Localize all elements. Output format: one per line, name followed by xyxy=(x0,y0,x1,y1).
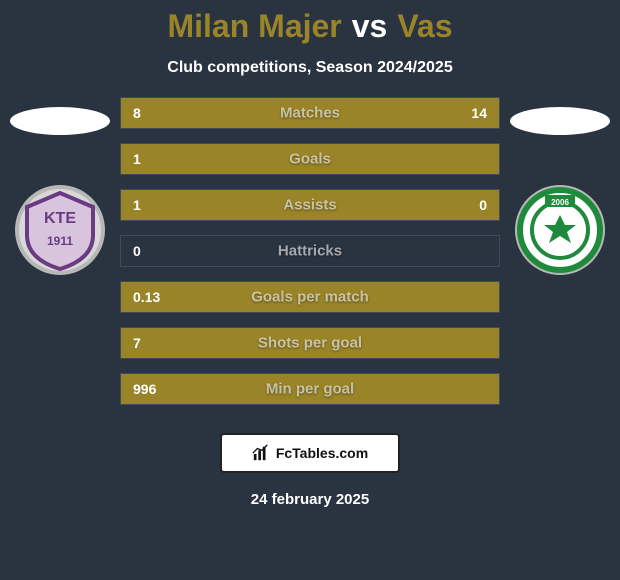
stat-label: Matches xyxy=(280,105,340,122)
crest-left: KTE 1911 xyxy=(15,185,105,275)
vs-label: vs xyxy=(352,8,388,45)
stat-row: Shots per goal 7 xyxy=(120,327,500,359)
stat-label: Shots per goal xyxy=(258,335,362,352)
stat-row: Assists 1 0 xyxy=(120,189,500,221)
stat-row: Matches 8 14 xyxy=(120,97,500,129)
main-row: KTE 1911 Matches814Goals1Assists10Hattri… xyxy=(0,97,620,405)
hat-left xyxy=(10,107,110,135)
crest-left-year: 1911 xyxy=(47,234,73,248)
stat-bars: Matches 8 14 Goals 1 Assists 1 0 Hattricks 0 Goals… xyxy=(120,97,500,405)
stat-value-right: 14 xyxy=(471,105,487,121)
stat-label: Assists xyxy=(283,197,336,214)
stat-value-left: 996 xyxy=(133,381,156,397)
stat-label: Goals per match xyxy=(251,289,369,306)
player2-name: Vas xyxy=(397,8,452,45)
stat-value-left: 1 xyxy=(133,197,141,213)
crest-right: 2006 xyxy=(515,185,605,275)
stat-label: Min per goal xyxy=(266,381,354,398)
bar-fill-left xyxy=(121,190,416,220)
right-side: 2006 xyxy=(500,97,620,275)
page-title: Milan Majer vs Vas xyxy=(167,8,452,45)
stat-label: Goals xyxy=(289,151,331,168)
stat-value-left: 1 xyxy=(133,151,141,167)
footer-date: 24 february 2025 xyxy=(251,491,369,508)
stat-row: Goals per match 0.13 xyxy=(120,281,500,313)
site-badge[interactable]: FcTables.com xyxy=(220,433,400,473)
chart-icon xyxy=(252,444,270,462)
stat-value-left: 7 xyxy=(133,335,141,351)
crest-right-text: 2006 xyxy=(551,198,569,207)
stat-value-left: 8 xyxy=(133,105,141,121)
player1-name: Milan Majer xyxy=(167,8,341,45)
bar-fill-left xyxy=(121,98,257,128)
hat-right xyxy=(510,107,610,135)
stat-value-right: 0 xyxy=(479,197,487,213)
infographic-container: Milan Majer vs Vas Club competitions, Se… xyxy=(0,0,620,580)
site-name: FcTables.com xyxy=(276,445,368,461)
stat-value-left: 0.13 xyxy=(133,289,160,305)
crest-left-text: KTE xyxy=(44,210,76,227)
stat-label: Hattricks xyxy=(278,243,342,260)
stat-row: Goals 1 xyxy=(120,143,500,175)
stat-row: Min per goal 996 xyxy=(120,373,500,405)
subtitle: Club competitions, Season 2024/2025 xyxy=(167,59,452,77)
left-side: KTE 1911 xyxy=(0,97,120,275)
stat-row: Hattricks 0 xyxy=(120,235,500,267)
stat-value-left: 0 xyxy=(133,243,141,259)
